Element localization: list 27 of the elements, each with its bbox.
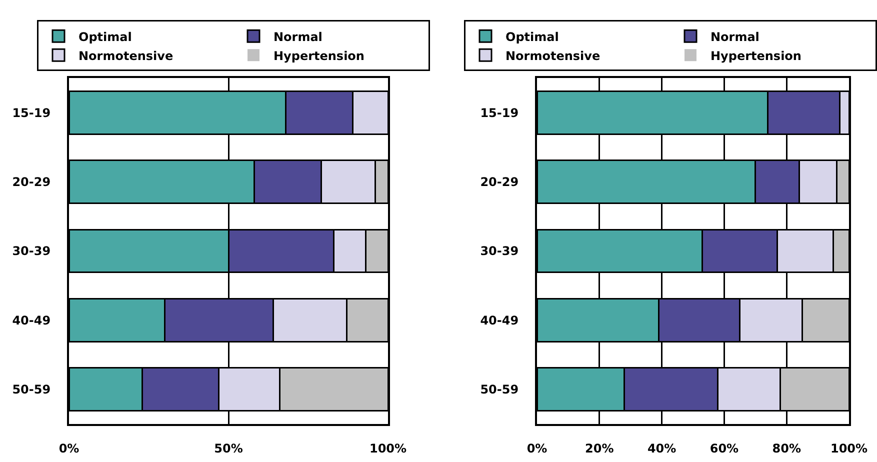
legend-label: Hypertension <box>710 48 802 63</box>
y-tick-label: 15-19 <box>480 106 519 120</box>
x-tick-label: 100% <box>369 441 407 456</box>
legend-label: Normotensive <box>506 48 600 63</box>
y-tick-label: 30-39 <box>480 244 519 258</box>
y-tick-label: 50-59 <box>480 382 519 397</box>
x-tick-label: 100% <box>830 441 868 456</box>
legend-label: Normotensive <box>78 48 174 63</box>
x-tick-label: 60% <box>710 441 739 456</box>
x-tick-label: 40% <box>647 441 676 456</box>
legend-label: Hypertension <box>274 48 364 63</box>
legend-label: Optimal <box>506 30 559 44</box>
y-tick-label: 15-19 <box>12 106 51 120</box>
legend-label: Optimal <box>78 30 132 44</box>
x-tick-label: 20% <box>585 441 614 456</box>
x-tick-label: 50% <box>214 441 243 456</box>
y-tick-label: 20-29 <box>12 175 51 189</box>
y-tick-label: 40-49 <box>480 313 519 328</box>
y-tick-label: 30-39 <box>12 244 51 258</box>
legend-label: Normal <box>274 30 322 44</box>
x-tick-label: 0% <box>526 441 548 456</box>
x-tick-label: 0% <box>58 441 80 456</box>
y-tick-label: 50-59 <box>12 382 51 397</box>
y-tick-label: 20-29 <box>480 175 519 189</box>
legend-label: Normal <box>710 30 760 44</box>
y-tick-label: 40-49 <box>12 313 51 328</box>
x-tick-label: 80% <box>772 441 801 456</box>
